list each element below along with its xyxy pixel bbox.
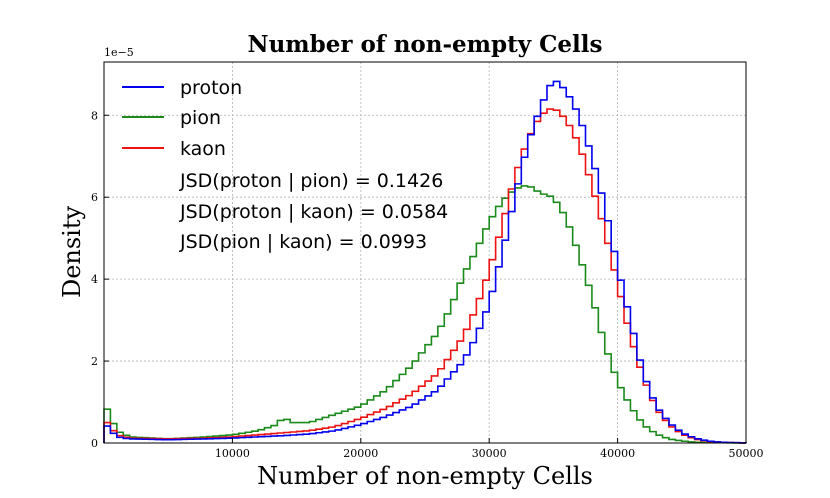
- plot-frame: [103, 61, 747, 444]
- series-proton: [103, 80, 747, 444]
- y-tick-label-3: 6: [91, 191, 98, 204]
- x-tick-label-2: 30000: [472, 447, 507, 460]
- legend-label-proton: proton: [180, 77, 242, 99]
- y-offset-label: 1e−5: [104, 46, 134, 59]
- jsd-pion-kaon: JSD(pion | kaon) = 0.0993: [179, 231, 427, 253]
- jsd-proton-kaon: JSD(proton | kaon) = 0.0584: [179, 201, 448, 223]
- jsd-proton-pion: JSD(proton | pion) = 0.1426: [179, 170, 443, 192]
- y-tick-label-1: 2: [91, 355, 98, 368]
- series-pion: [103, 185, 747, 444]
- legend: proton pion kaon JSD(proton | pion) = 0.…: [122, 77, 448, 253]
- legend-label-kaon: kaon: [180, 138, 226, 160]
- chart-title: Number of non-empty Cells: [248, 31, 603, 58]
- y-tick-label-2: 4: [91, 273, 98, 286]
- x-tick-label-0: 10000: [215, 447, 250, 460]
- x-tick-label-3: 40000: [600, 447, 635, 460]
- axis-ticks: 10000 20000 30000 40000 50000 0 2 4 6 8: [91, 109, 764, 460]
- x-tick-label-4: 50000: [729, 447, 764, 460]
- x-tick-label-1: 20000: [343, 447, 378, 460]
- y-tick-label-4: 8: [91, 109, 98, 122]
- y-tick-label-0: 0: [91, 437, 98, 450]
- legend-label-pion: pion: [180, 107, 221, 129]
- x-axis-label: Number of non-empty Cells: [257, 462, 593, 490]
- series-layer: [103, 80, 747, 444]
- y-axis-label: Density: [58, 206, 86, 299]
